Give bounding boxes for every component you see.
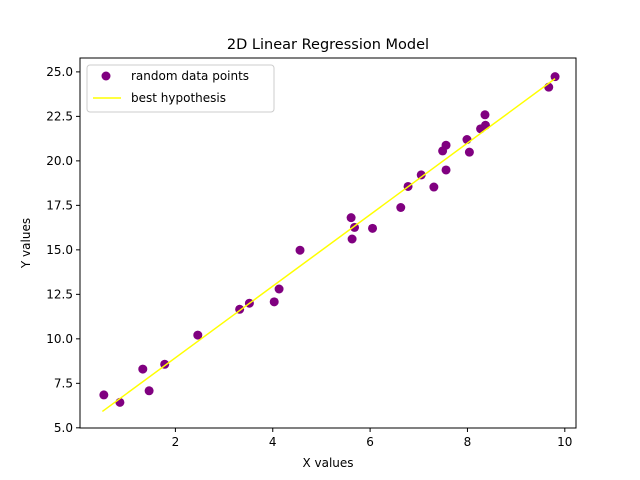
data-point xyxy=(464,147,474,157)
best-hypothesis-line xyxy=(101,78,556,413)
x-tick-label: 6 xyxy=(366,435,374,449)
y-tick-label: 7.5 xyxy=(54,376,73,390)
legend-label-scatter: random data points xyxy=(131,69,249,83)
x-tick-label: 2 xyxy=(172,435,180,449)
y-tick-label: 5.0 xyxy=(54,421,73,435)
legend-marker-scatter xyxy=(101,71,111,81)
data-point xyxy=(269,297,279,307)
data-point xyxy=(274,284,284,294)
y-tick-label: 12.5 xyxy=(46,287,73,301)
data-point xyxy=(295,245,305,255)
legend-box xyxy=(86,64,275,113)
x-tick-label: 4 xyxy=(269,435,277,449)
data-point xyxy=(347,234,357,244)
legend-label-line: best hypothesis xyxy=(131,91,226,105)
y-tick-label: 22.5 xyxy=(46,109,73,123)
data-point xyxy=(550,72,560,82)
legend: random data points best hypothesis xyxy=(86,64,275,113)
data-point xyxy=(480,110,490,120)
x-tick-label: 10 xyxy=(557,435,572,449)
data-point xyxy=(429,182,439,192)
y-tick-label: 17.5 xyxy=(46,198,73,212)
x-axis-ticks: 2 4 6 8 10 xyxy=(172,428,572,449)
data-point xyxy=(346,213,356,223)
y-tick-label: 15.0 xyxy=(46,243,73,257)
data-point xyxy=(368,223,378,233)
x-tick-label: 8 xyxy=(464,435,472,449)
data-point xyxy=(441,140,451,150)
y-tick-label: 10.0 xyxy=(46,332,73,346)
data-point xyxy=(416,170,426,180)
data-point xyxy=(99,390,109,400)
data-point xyxy=(193,330,203,340)
data-point xyxy=(144,386,154,396)
x-axis-label: X values xyxy=(302,456,353,470)
axes-frame xyxy=(79,57,577,429)
data-point xyxy=(138,364,148,374)
y-tick-label: 25.0 xyxy=(46,65,73,79)
plot-area xyxy=(99,72,560,413)
data-point xyxy=(396,202,406,212)
y-tick-label: 20.0 xyxy=(46,154,73,168)
y-axis-ticks: 5.0 7.5 10.0 12.5 15.0 17.5 20.0 22.5 25.0 xyxy=(46,65,80,435)
data-point xyxy=(441,165,451,175)
y-axis-label: Y values xyxy=(19,218,33,269)
chart-title: 2D Linear Regression Model xyxy=(227,37,429,53)
